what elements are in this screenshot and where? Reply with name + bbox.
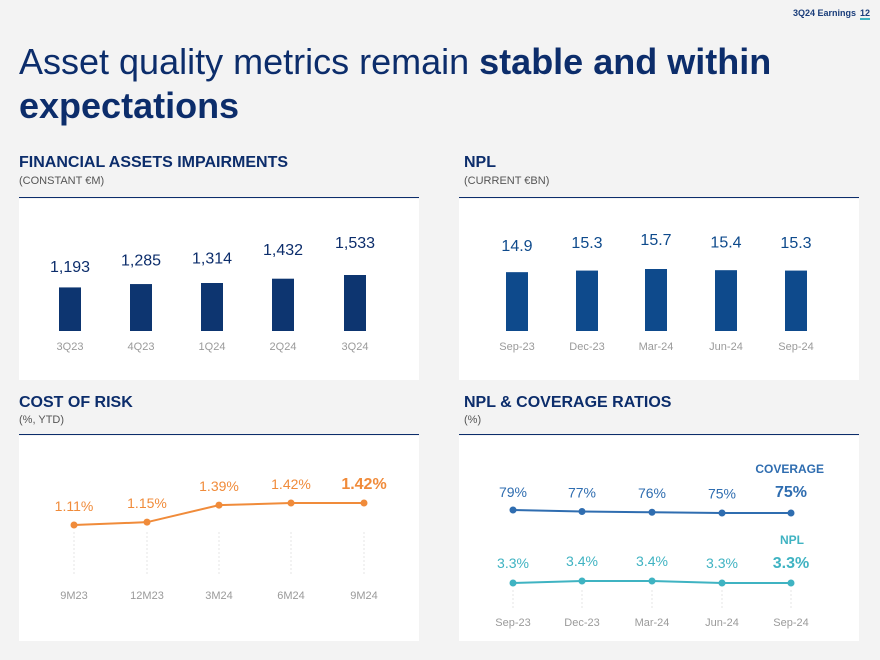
npl-chart: 14.9 Sep-23 15.3 Dec-23 15.7 Mar-24 15.4 Jun-24… <box>499 232 813 353</box>
npl-bar-Mar-24 <box>645 269 667 331</box>
ratios-chart-panel: COVERAGE NPL 79% 77% 76% 75% 75% 3.3% Sep-23 3.4%… <box>459 436 859 641</box>
impairments-bar-4Q23 <box>130 284 152 331</box>
npl-value-label: 15.3 <box>780 235 811 252</box>
npl-ratio-point-Jun-24 <box>718 579 726 587</box>
npl-ratio-value-label: 3.3% <box>497 555 529 571</box>
npl-ratio-value-label: 3.4% <box>566 553 598 569</box>
coverage-point-Sep-24 <box>787 509 795 517</box>
npl-title: NPL <box>464 154 496 171</box>
cor-value-label: 1.39% <box>199 478 239 494</box>
cor-category-label: 3M24 <box>205 590 233 602</box>
impairments-chart: 1,193 3Q23 1,285 4Q23 1,314 1Q24 1,432 2Q24 1,53… <box>50 235 375 353</box>
npl-ratio-value-label: 3.3% <box>706 555 738 571</box>
npl-bar-Sep-23 <box>506 272 528 331</box>
cor-point-12M23 <box>143 518 151 526</box>
slide-title-regular: Asset quality metrics remain <box>19 41 480 82</box>
cor-title: COST OF RISK <box>19 394 133 411</box>
npl-ratio-legend-label: NPL <box>780 533 804 547</box>
npl-bar-Jun-24 <box>715 270 737 331</box>
impairments-category-label: 2Q24 <box>270 341 297 353</box>
impairments-bar-3Q24 <box>344 275 366 331</box>
cor-subtitle: (%, YTD) <box>19 414 65 426</box>
cor-category-label: 6M24 <box>277 590 305 602</box>
ratios-subtitle: (%) <box>464 414 482 426</box>
npl-ratio-point-Sep-23 <box>509 579 517 587</box>
coverage-value-label: 75% <box>775 484 807 501</box>
npl-ratio-value-label: 3.4% <box>636 553 668 569</box>
cor-value-label: 1.11% <box>55 498 94 514</box>
cor-divider <box>19 434 419 435</box>
impairments-value-label: 1,285 <box>121 253 161 270</box>
impairments-value-label: 1,193 <box>50 259 90 276</box>
impairments-category-label: 3Q23 <box>57 341 84 353</box>
npl-ratio-value-label: 3.3% <box>773 555 809 572</box>
impairments-subtitle: (CONSTANT €M) <box>19 175 105 187</box>
cor-category-label: 9M24 <box>350 590 378 602</box>
npl-category-label: Sep-23 <box>499 341 534 353</box>
npl-value-label: 15.3 <box>571 235 602 252</box>
cor-point-9M24 <box>360 499 368 507</box>
impairments-category-label: 4Q23 <box>128 341 155 353</box>
cor-chart-panel: 1.11% 9M23 1.15% 12M23 1.39% 3M24 1.42% 6M24 1.4… <box>19 436 419 641</box>
slide-title: Asset quality metrics remain stable and … <box>19 40 859 128</box>
ratios-category-label: Dec-23 <box>564 617 599 629</box>
impairments-category-label: 1Q24 <box>199 341 226 353</box>
ratios-category-label: Jun-24 <box>705 617 739 629</box>
cor-category-label: 12M23 <box>130 590 164 602</box>
impairments-bar-1Q24 <box>201 283 223 331</box>
cor-value-label: 1.42% <box>341 476 386 493</box>
cor-chart: 1.11% 9M23 1.15% 12M23 1.39% 3M24 1.42% 6M24 1.4… <box>55 476 387 602</box>
page-number: 12 <box>859 8 870 20</box>
cor-point-6M24 <box>287 499 295 507</box>
coverage-legend-label: COVERAGE <box>755 462 824 476</box>
ratios-title: NPL & COVERAGE RATIOS <box>464 394 672 411</box>
npl-bar-Dec-23 <box>576 270 598 331</box>
impairments-value-label: 1,314 <box>192 250 232 267</box>
impairments-bar-2Q24 <box>272 278 294 331</box>
coverage-point-Jun-24 <box>718 509 726 517</box>
npl-value-label: 14.9 <box>501 238 532 255</box>
cor-point-3M24 <box>215 501 223 509</box>
impairments-value-label: 1,533 <box>335 235 375 252</box>
npl-ratio-point-Mar-24 <box>648 577 656 585</box>
impairments-divider <box>19 197 419 198</box>
cor-value-label: 1.15% <box>127 495 167 511</box>
npl-divider <box>459 197 859 198</box>
coverage-value-label: 76% <box>638 485 666 501</box>
npl-bar-Sep-24 <box>785 270 807 331</box>
cor-point-9M23 <box>70 521 78 529</box>
slide-title-bold: stable and within expectations <box>19 41 772 126</box>
npl-category-label: Mar-24 <box>639 341 674 353</box>
npl-category-label: Sep-24 <box>778 341 813 353</box>
npl-subtitle: (CURRENT €BN) <box>464 175 550 187</box>
impairments-bar-3Q23 <box>59 287 81 331</box>
ratios-divider <box>459 434 859 435</box>
ratios-category-label: Sep-24 <box>773 617 808 629</box>
npl-value-label: 15.7 <box>640 232 671 249</box>
coverage-value-label: 77% <box>568 485 596 501</box>
ratios-chart: COVERAGE NPL 79% 77% 76% 75% 75% 3.3% Sep-23 3.4%… <box>495 462 824 629</box>
npl-chart-panel: 14.9 Sep-23 15.3 Dec-23 15.7 Mar-24 15.4 Jun-24… <box>459 199 859 380</box>
impairments-chart-panel: 1,193 3Q23 1,285 4Q23 1,314 1Q24 1,432 2Q24 1,53… <box>19 199 419 380</box>
npl-category-label: Jun-24 <box>709 341 743 353</box>
npl-category-label: Dec-23 <box>569 341 604 353</box>
npl-value-label: 15.4 <box>710 234 741 251</box>
ratios-category-label: Sep-23 <box>495 617 530 629</box>
impairments-title: FINANCIAL ASSETS IMPAIRMENTS <box>19 154 289 171</box>
coverage-point-Sep-23 <box>509 506 517 514</box>
slide-tag-label: 3Q24 Earnings <box>792 8 856 18</box>
impairments-value-label: 1,432 <box>263 242 303 259</box>
cor-value-label: 1.42% <box>271 476 311 492</box>
npl-ratio-point-Sep-24 <box>787 579 795 587</box>
coverage-value-label: 75% <box>708 486 736 502</box>
npl-ratio-point-Dec-23 <box>578 577 586 585</box>
coverage-point-Mar-24 <box>648 508 656 516</box>
impairments-category-label: 3Q24 <box>342 341 369 353</box>
cor-category-label: 9M23 <box>60 590 88 602</box>
coverage-value-label: 79% <box>499 484 527 500</box>
slide-header-tag: 3Q24 Earnings 12 <box>792 8 870 20</box>
coverage-point-Dec-23 <box>578 508 586 515</box>
ratios-category-label: Mar-24 <box>635 617 670 629</box>
